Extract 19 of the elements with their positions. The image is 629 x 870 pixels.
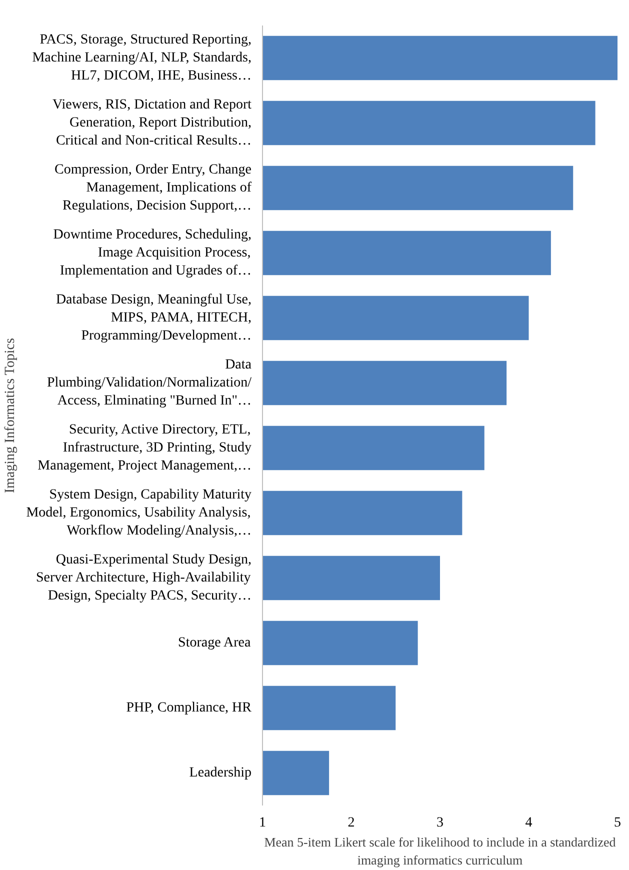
y-tick-label: Viewers, RIS, Dictation and Report Generation, Report Distribution, Critical and Non-critical Results… [52,98,252,148]
y-tick-label: Quasi-Experimental Study Design, Server Architecture, High-Availability Design, Specialty PACS, Security… [36,552,252,604]
y-tick-label: Data Plumbing/Validation/Normalization/ Access, Elminating "Burned In"… [46,358,252,408]
y-tick-label: Downtime Procedures, Scheduling, Image Acquisition Process, Implementation and Ugrades of… [53,228,252,278]
x-tick-label: 4 [525,816,532,830]
x-axis-title: Mean 5-item Likert scale for likelihood to include in a standardized imaging informatics curriculum [264,834,616,868]
y-tick-label: Storage Area [178,636,252,650]
y-tick-label: PACS, Storage, Structured Reporting, Machine Learning/AI, NLP, Standards, HL7, DICOM, IHE, Business… [32,32,252,84]
y-tick-label: Leadership [189,766,252,780]
x-tick-label: 2 [348,816,355,830]
y-axis-title: Imaging Informatics Topics [3,338,18,494]
y-tick-label: Security, Active Directory, ETL, Infrastructure, 3D Printing, Study Management, Project Management,… [38,422,252,474]
y-tick-label: Compression, Order Entry, Change Management, Implications of Regulations, Decision Support,… [54,162,252,214]
x-tick-label: 1 [259,816,266,830]
x-tick-label: 5 [614,816,621,830]
y-tick-label: System Design, Capability Maturity Model, Ergonomics, Usability Analysis, Workflow Modeling/Analysis,… [26,488,252,538]
y-tick-label: PHP, Compliance, HR [126,700,252,716]
y-tick-label: Database Design, Meaningful Use, MIPS, PAMA, HITECH, Programming/Development… [56,292,252,344]
x-tick-label: 3 [436,816,444,830]
